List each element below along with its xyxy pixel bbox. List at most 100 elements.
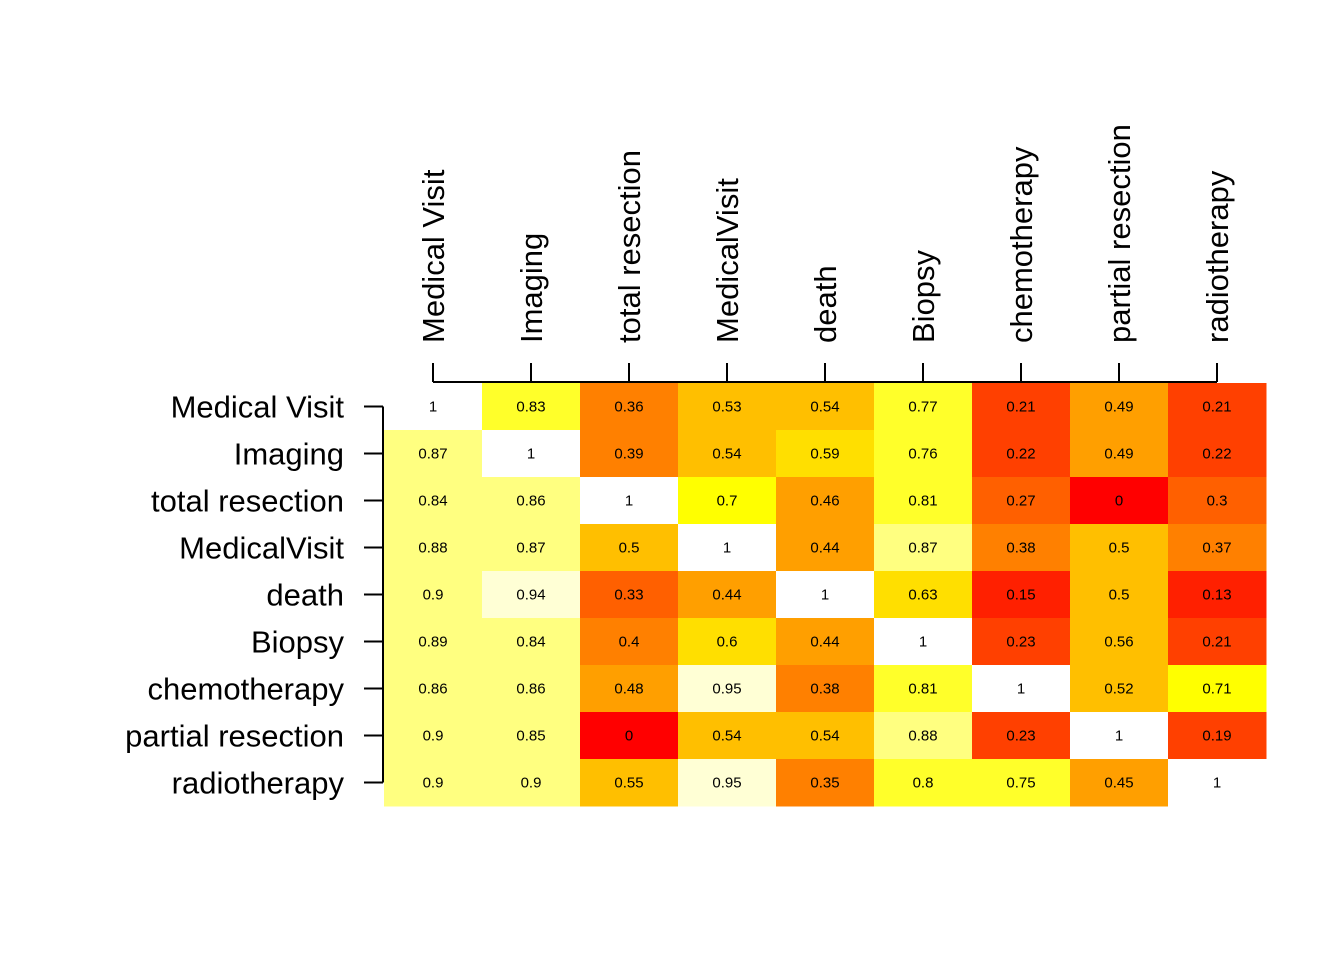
heatmap-cell [1168,477,1267,525]
heatmap-cell [384,665,483,713]
heatmap-cell [972,477,1071,525]
cell-value-label: 0.83 [516,399,545,416]
row-label: total resection [151,484,344,519]
cell-value-label: 1 [1115,728,1123,745]
cell-value-label: 0.55 [614,775,643,792]
row-label: Biopsy [251,625,345,660]
cell-value-label: 0.21 [1006,399,1035,416]
heatmap-cell [482,524,581,572]
column-axis: Medical Visit Imaging total resection Medic… [416,124,1235,383]
cell-value-label: 0.8 [913,775,934,792]
column-label: MedicalVisit [710,178,745,343]
cell-value-label: 0.54 [712,728,741,745]
column-label: total resection [612,150,647,343]
cell-value-label: 0.22 [1006,446,1035,463]
cell-value-label: 0.9 [423,587,444,604]
cell-value-label: 0.86 [516,681,545,698]
heatmap-cell [384,712,483,760]
heatmap-cell [580,477,679,525]
cell-value-label: 1 [919,634,927,651]
heatmap-cell [678,665,777,713]
cell-value-label: 0.21 [1202,634,1231,651]
heatmap-cell [972,618,1071,666]
cell-value-label: 0.56 [1104,634,1133,651]
cell-value-label: 0.95 [712,681,741,698]
column-label: Imaging [514,233,549,343]
row-label: chemotherapy [148,672,345,707]
cell-value-label: 0.45 [1104,775,1133,792]
heatmap-cell [1168,430,1267,478]
cell-value-label: 0.19 [1202,728,1231,745]
cell-value-label: 0.81 [908,681,937,698]
heatmap-cell [1168,618,1267,666]
cell-value-label: 0.15 [1006,587,1035,604]
heatmap-cell [580,665,679,713]
cell-value-label: 0.3 [1207,493,1228,510]
cell-value-label: 0.87 [908,540,937,557]
heatmap-cell [1168,524,1267,572]
heatmap-cell [972,759,1071,807]
heatmap-cell [384,759,483,807]
cell-value-label: 0 [625,728,633,745]
heatmap-cell [678,759,777,807]
heatmap-cell [678,524,777,572]
cell-value-label: 0.85 [516,728,545,745]
cell-value-label: 1 [1017,681,1025,698]
cell-value-label: 0.5 [1109,540,1130,557]
heatmap-cell [580,759,679,807]
heatmap-cell [580,383,679,431]
row-label: Medical Visit [171,390,345,425]
heatmap-cell [776,571,875,619]
cell-value-label: 0.13 [1202,587,1231,604]
cell-value-label: 0.36 [614,399,643,416]
cell-value-label: 0.52 [1104,681,1133,698]
heatmap-cell [482,618,581,666]
heatmap-cell [482,477,581,525]
cell-value-label: 0.27 [1006,493,1035,510]
heatmap-cell-labels: 1 0.83 0.36 0.53 0.54 0.77 0.21 0.49 0.21 0.87 1 0.… [418,399,1231,792]
cell-value-label: 0 [1115,493,1123,510]
cell-value-label: 0.87 [418,446,447,463]
heatmap-cell [776,430,875,478]
column-label: radiotherapy [1200,170,1235,343]
cell-value-label: 0.23 [1006,634,1035,651]
heatmap-cell [384,430,483,478]
row-label: radiotherapy [172,766,345,801]
cell-value-label: 0.76 [908,446,937,463]
heatmap-cell [1168,665,1267,713]
cell-value-label: 0.6 [717,634,738,651]
heatmap-cell [482,571,581,619]
heatmap-cell [1168,759,1267,807]
heatmap-cell [1168,712,1267,760]
cell-value-label: 0.84 [516,634,545,651]
cell-value-label: 1 [625,493,633,510]
heatmap-cell [1070,430,1169,478]
heatmap-cell [384,383,483,431]
cell-value-label: 0.44 [810,540,839,557]
heatmap-cell [384,571,483,619]
row-label: MedicalVisit [179,531,344,566]
heatmap-cell [384,524,483,572]
heatmap-cell [972,383,1071,431]
cell-value-label: 0.9 [423,775,444,792]
heatmap-cell [874,665,973,713]
heatmap-cell [678,712,777,760]
heatmap-cell [874,383,973,431]
row-label: Imaging [234,437,344,472]
cell-value-label: 0.88 [908,728,937,745]
heatmap-cell [678,618,777,666]
heatmap-cell [482,759,581,807]
heatmap-cell [1070,618,1169,666]
cell-value-label: 0.54 [810,399,839,416]
cell-value-label: 1 [429,399,437,416]
cell-value-label: 0.23 [1006,728,1035,745]
cell-value-label: 0.21 [1202,399,1231,416]
heatmap-cell [776,524,875,572]
heatmap-cell [580,430,679,478]
heatmap-cell [482,430,581,478]
cell-value-label: 0.35 [810,775,839,792]
heatmap-cell [580,618,679,666]
heatmap-cell [384,618,483,666]
cell-value-label: 0.38 [1006,540,1035,557]
heatmap-cell [678,571,777,619]
